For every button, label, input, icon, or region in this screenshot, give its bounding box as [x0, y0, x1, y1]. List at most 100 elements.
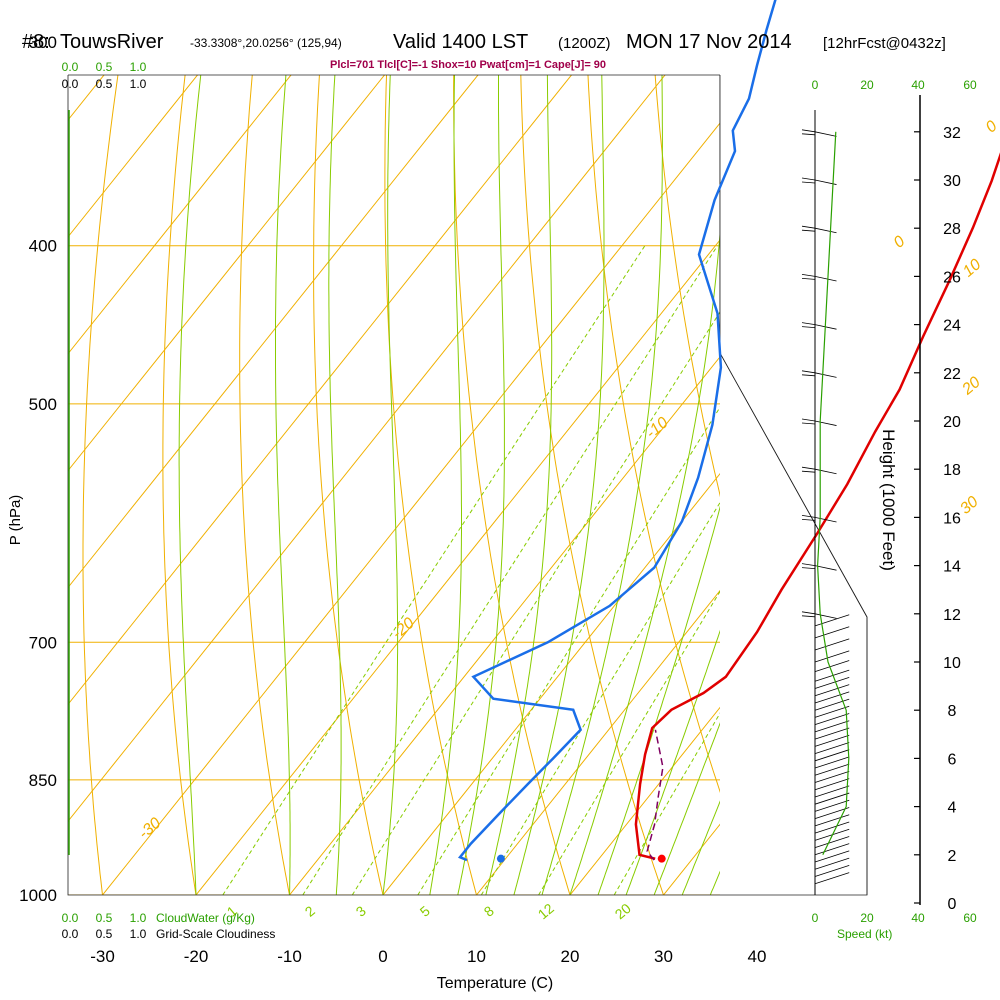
speed-tick-top: 40 [911, 78, 925, 92]
wind-barb-flag [801, 229, 816, 232]
wind-barb [814, 770, 850, 783]
cloudwater-tick-bottom: 0.5 [96, 911, 113, 925]
pressure-tick-label: 850 [29, 771, 57, 790]
stability-indices: Plcl=701 Tlcl[C]=-1 Shox=10 Pwat[cm]=1 C… [330, 59, 607, 71]
temperature-tick-label: 40 [748, 947, 767, 966]
temperature-tick-label: -30 [90, 947, 115, 966]
mixing-ratio-line [538, 590, 720, 895]
axes: 2503004005007008501000P (hPa)-30-20-1001… [7, 33, 977, 992]
wind-barb-flag [801, 225, 816, 229]
forecast-date: MON 17 Nov 2014 [626, 31, 792, 53]
height-tick-label: 30 [943, 173, 961, 190]
moist-adiabat [513, 75, 605, 895]
isotherm-label: 10 [960, 256, 985, 281]
cloudwater-label: CloudWater (g/Kg) [156, 911, 255, 925]
speed-tick-top: 20 [860, 78, 874, 92]
moist-adiabat [653, 722, 720, 895]
wind-barb-flag [801, 322, 816, 325]
isotherm-line [0, 0, 47, 895]
cloudiness-tick-top: 0.0 [62, 77, 79, 91]
moist-adiabat [275, 75, 291, 895]
dry-adiabat [162, 75, 197, 895]
isotherm-label: 0 [891, 233, 909, 252]
wind-barb [814, 650, 850, 663]
wind-barb [814, 792, 850, 805]
parcel-path-line [646, 729, 664, 861]
isotherm-line [68, 75, 105, 121]
wind-barb-flag [801, 466, 816, 470]
moist-adiabat [328, 75, 342, 895]
isotherm-label: 20 [958, 374, 983, 399]
speed-tick-bottom: 60 [963, 911, 977, 925]
dewpoint-line [457, 0, 777, 862]
speed-tick-bottom: 20 [860, 911, 874, 925]
isotherm-line [68, 75, 292, 355]
height-tick-label: 8 [948, 703, 957, 720]
wind-barb [814, 626, 850, 639]
wind-barb [814, 727, 850, 740]
isotherm-line [195, 239, 720, 895]
moist-adiabat [569, 228, 720, 895]
wind-speed-line [816, 131, 850, 856]
wind-barb [814, 684, 850, 697]
isotherm-line [289, 356, 720, 895]
dry-adiabat [587, 75, 720, 794]
cloudiness-tick-top: 0.5 [96, 77, 113, 91]
wind-barb [814, 872, 850, 885]
wind-barb-flag [801, 370, 816, 374]
wind-barb [814, 843, 850, 856]
height-axis-title: Height (1000 Feet) [879, 429, 898, 571]
wind-barb [814, 857, 850, 870]
wind-barb [814, 638, 850, 651]
cloudwater-tick-top: 0.0 [62, 60, 79, 74]
height-tick-label: 22 [943, 366, 961, 383]
isotherm-line [68, 75, 479, 589]
dry-adiabat [654, 75, 720, 498]
wind-barb [814, 691, 850, 704]
speed-tick-top: 60 [963, 78, 977, 92]
moist-adiabat [457, 75, 505, 895]
wind-barb [814, 660, 850, 673]
height-tick-label: 14 [943, 559, 961, 576]
wind-barb [814, 698, 850, 711]
wind-barb [814, 420, 837, 426]
wind-barb [814, 720, 850, 733]
temperature-tick-label: 30 [654, 947, 673, 966]
wind-barb [814, 785, 850, 798]
height-tick-label: 0 [948, 896, 957, 913]
temperature-tick-label: -10 [277, 947, 302, 966]
temperature-tick-label: 10 [467, 947, 486, 966]
moist-adiabat [541, 75, 663, 895]
wind-barb [814, 821, 850, 834]
dry-adiabat [384, 75, 477, 895]
mixing-ratio-line [302, 245, 718, 895]
wind-barb-flag [801, 129, 816, 133]
pressure-tick-label: 500 [29, 395, 57, 414]
wind-barb-flag [801, 611, 816, 615]
wind-barb-flag [801, 563, 816, 566]
wind-barb [814, 131, 837, 137]
cloudwater-tick-bottom: 1.0 [130, 911, 147, 925]
moist-adiabat [429, 75, 462, 895]
temperature-tick-label: -20 [184, 947, 209, 966]
wind-barb [814, 613, 837, 619]
station-id: #8: [22, 31, 50, 53]
wind-barb-flag [801, 470, 816, 473]
wind-barb-flag [801, 418, 816, 422]
dry-adiabat [239, 75, 290, 895]
wind-barb [814, 778, 850, 791]
mixing-ratio-label: 20 [612, 900, 634, 922]
isotherm-line [851, 0, 1000, 895]
wind-barb [814, 742, 850, 754]
wind-barb-flag [801, 374, 816, 377]
wind-barb [814, 807, 850, 820]
isotherm-label: -30 [136, 815, 165, 843]
wind-barb-flag [801, 274, 816, 277]
dry-adiabat [82, 75, 119, 895]
height-tick-label: 20 [943, 414, 961, 431]
surface-temperature-dot [657, 854, 666, 863]
frame-mask [720, 74, 870, 617]
